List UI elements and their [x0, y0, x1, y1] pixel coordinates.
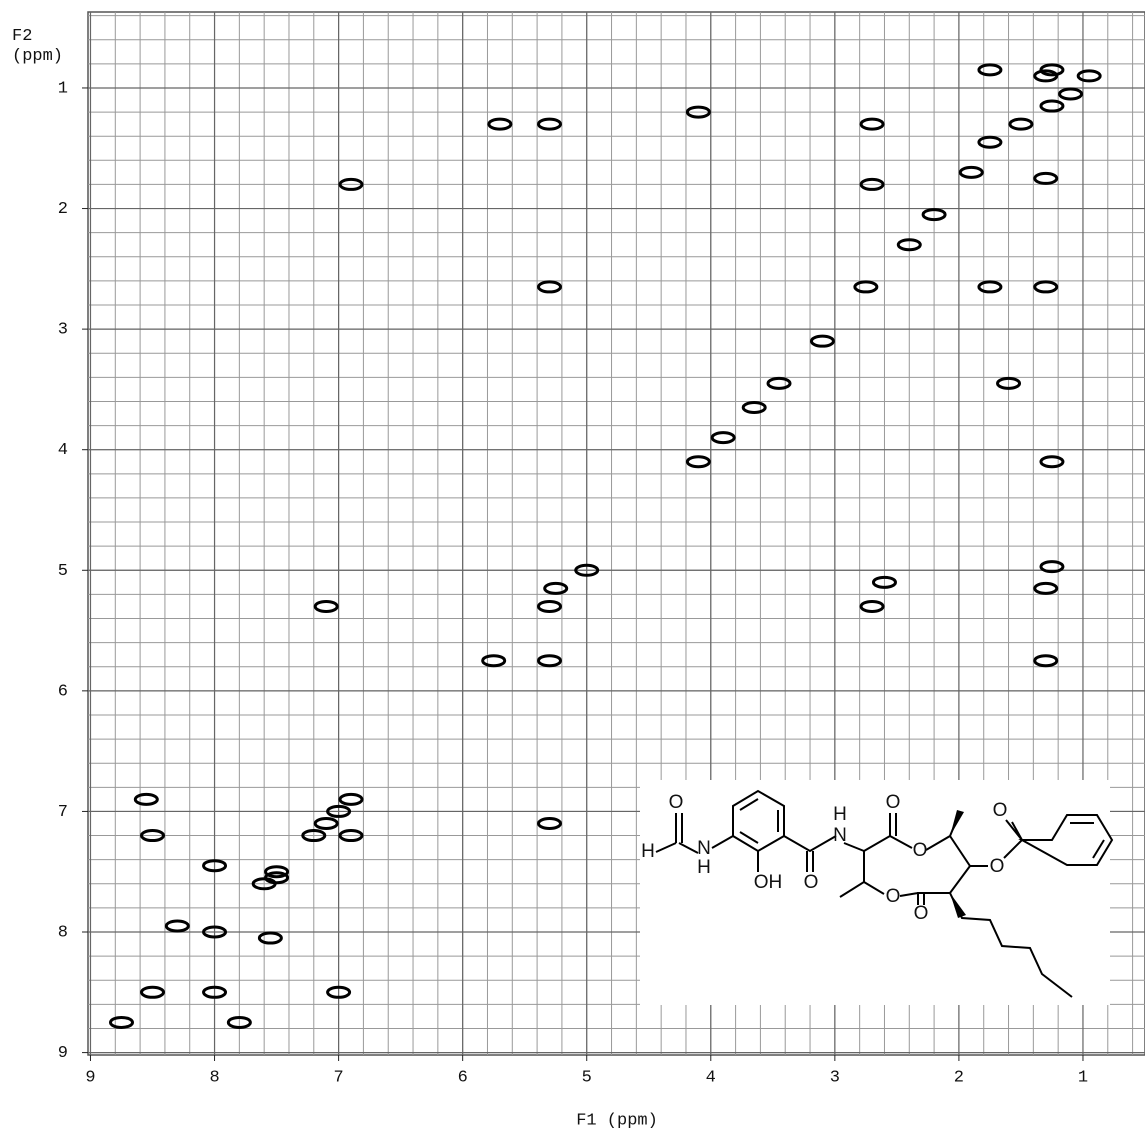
y-tick-label: 4 [58, 441, 68, 460]
cross-peak [338, 792, 364, 806]
x-tick-label: 7 [334, 1068, 344, 1087]
cross-peak [140, 985, 166, 999]
cross-peak [537, 117, 563, 131]
x-tick-label: 4 [706, 1068, 716, 1087]
atom-label: N [833, 825, 847, 846]
cross-peak [871, 575, 897, 589]
y-tick-label: 8 [58, 923, 68, 942]
x-tick-label: 3 [830, 1068, 840, 1087]
x-tick-label: 5 [582, 1068, 592, 1087]
cross-peak [710, 431, 736, 445]
cross-peak [264, 871, 290, 885]
cross-peak [164, 919, 190, 933]
cross-peak [853, 280, 879, 294]
y-axis-label: F2 (ppm) [12, 27, 63, 66]
atom-label: H [697, 857, 711, 878]
cross-peak [1033, 69, 1059, 83]
cross-peak [326, 985, 352, 999]
cross-peak [537, 599, 563, 613]
cross-peak [338, 177, 364, 191]
atom-label: O [913, 840, 928, 861]
x-tick-label: 2 [954, 1068, 964, 1087]
cross-peak [859, 177, 885, 191]
atom-label: OH [754, 872, 783, 893]
cross-peak [1039, 560, 1065, 574]
cross-peak [766, 376, 792, 390]
cross-peak [202, 859, 228, 873]
cross-peak [921, 208, 947, 222]
cross-peak [537, 654, 563, 668]
x-tick-label: 9 [85, 1068, 95, 1087]
cross-peak [685, 455, 711, 469]
cross-peak [202, 925, 228, 939]
cross-peak [859, 117, 885, 131]
cross-peak [1058, 87, 1084, 101]
cross-peak [257, 931, 283, 945]
cross-peak [859, 599, 885, 613]
atom-label: O [886, 886, 901, 907]
atom-label: O [914, 903, 929, 924]
cross-peak [958, 165, 984, 179]
cross-peak [202, 985, 228, 999]
x-tick-label: 8 [209, 1068, 219, 1087]
y-tick-label: 9 [58, 1044, 68, 1063]
cross-peak [1033, 581, 1059, 595]
cross-peak [896, 238, 922, 252]
cross-peak [487, 117, 513, 131]
cross-peak [108, 1015, 134, 1029]
cross-peak [1039, 99, 1065, 113]
y-tick-label: 5 [58, 562, 68, 581]
cross-peak [1033, 654, 1059, 668]
cross-peak [741, 400, 767, 414]
cross-peak [977, 280, 1003, 294]
x-axis-label: F1 (ppm) [576, 1111, 658, 1130]
cross-peak [133, 792, 159, 806]
cross-peak [543, 581, 569, 595]
cross-peak [537, 816, 563, 830]
atom-label: H [641, 841, 655, 862]
atom-label: N [697, 838, 711, 859]
structure: O H N H OH O H N O O O O O O [640, 780, 1114, 1005]
cross-peak [226, 1015, 252, 1029]
structure-background [640, 780, 1110, 1005]
y-tick-label: 6 [58, 682, 68, 701]
cross-peak [809, 334, 835, 348]
y-tick-label: 7 [58, 803, 68, 822]
y-tick-label: 2 [58, 200, 68, 219]
cross-peak [301, 829, 327, 843]
cross-peak [1008, 117, 1034, 131]
cross-peak [1039, 455, 1065, 469]
y-tick-label: 3 [58, 321, 68, 340]
atom-label: O [993, 800, 1008, 821]
cross-peak [481, 654, 507, 668]
cross-peak [313, 599, 339, 613]
cross-peak [338, 829, 364, 843]
cross-peak [977, 63, 1003, 77]
cross-peak [140, 829, 166, 843]
cross-peak [1033, 171, 1059, 185]
cross-peak [537, 280, 563, 294]
atom-label: O [886, 792, 901, 813]
x-tick-label: 6 [458, 1068, 468, 1087]
cross-peak [313, 816, 339, 830]
cross-peak [326, 804, 352, 818]
y-tick-label: 1 [58, 79, 68, 98]
cross-peak [977, 135, 1003, 149]
x-tick-label: 1 [1078, 1068, 1088, 1087]
cross-peak [574, 563, 600, 577]
cross-peak [685, 105, 711, 119]
atom-label: O [990, 856, 1005, 877]
cross-peak [264, 865, 290, 879]
cross-peak [1076, 69, 1102, 83]
atom-label: O [804, 872, 819, 893]
atom-label: O [669, 792, 684, 813]
cross-peak [1033, 280, 1059, 294]
atom-label: H [833, 804, 847, 825]
cross-peak [996, 376, 1022, 390]
plot-area: 9 8 7 6 5 4 3 2 1 1 2 3 4 5 6 7 8 9 [58, 11, 1145, 1087]
